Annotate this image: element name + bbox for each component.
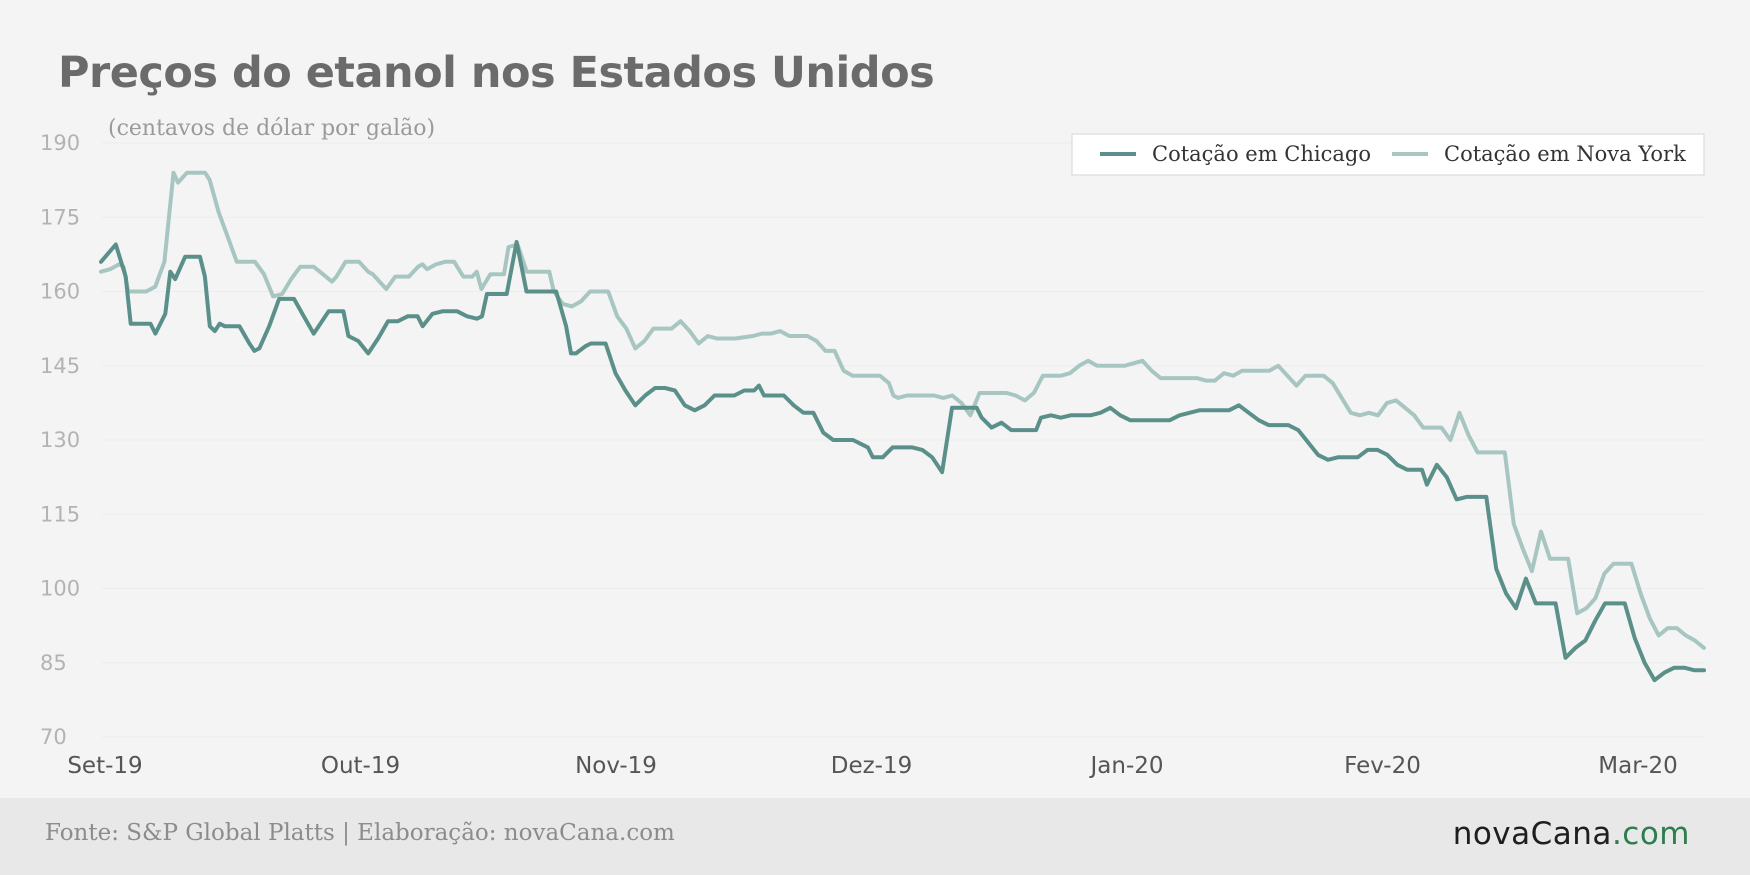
logo-tld: .com bbox=[1611, 816, 1690, 852]
x-tick-label: Mar-20 bbox=[1598, 753, 1678, 779]
x-tick-label: Nov-19 bbox=[575, 753, 657, 779]
series-lines bbox=[99, 170, 1706, 683]
y-axis: 70 85 100 115 130 145 160 175 190 bbox=[40, 131, 80, 749]
legend-box bbox=[1071, 133, 1705, 176]
y-tick-label: 190 bbox=[40, 131, 80, 155]
series-line-nova-york bbox=[99, 170, 1706, 650]
x-tick-label: Jan-20 bbox=[1088, 753, 1163, 779]
y-tick-label: 160 bbox=[40, 280, 80, 304]
series-line-chicago bbox=[99, 240, 1706, 683]
footer: Fonte: S&P Global Platts | Elaboração: n… bbox=[0, 798, 1750, 875]
chart-title: Preços do etanol nos Estados Unidos bbox=[58, 48, 935, 98]
x-axis: Set-19 Out-19 Nov-19 Dez-19 Jan-20 Fev-20 Mar-… bbox=[67, 753, 1677, 779]
y-tick-label: 130 bbox=[40, 428, 80, 452]
chart-subtitle: (centavos de dólar por galão) bbox=[108, 116, 436, 141]
y-tick-label: 85 bbox=[40, 651, 67, 675]
x-tick-label: Fev-20 bbox=[1344, 753, 1421, 779]
legend: Cotação em Chicago Cotação em Nova York bbox=[1071, 133, 1705, 176]
grid-lines bbox=[102, 142, 1705, 738]
legend-label-chicago: Cotação em Chicago bbox=[1152, 142, 1371, 166]
y-tick-label: 115 bbox=[40, 502, 80, 526]
novacana-logo[interactable]: novaCana.com bbox=[1453, 816, 1690, 852]
x-tick-label: Out-19 bbox=[321, 753, 400, 779]
y-tick-label: 145 bbox=[40, 354, 80, 378]
y-tick-label: 70 bbox=[40, 725, 67, 749]
logo-main: novaCana bbox=[1452, 816, 1612, 852]
y-tick-label: 175 bbox=[40, 205, 80, 229]
x-tick-label: Set-19 bbox=[67, 753, 142, 779]
source-text: Fonte: S&P Global Platts | Elaboração: n… bbox=[45, 820, 675, 846]
legend-label-nova-york: Cotação em Nova York bbox=[1444, 142, 1686, 166]
price-line-chart: 70 85 100 115 130 145 160 175 190 Set-19 Out-19 No… bbox=[40, 131, 1706, 779]
x-tick-label: Dez-19 bbox=[831, 753, 913, 779]
y-tick-label: 100 bbox=[40, 577, 80, 601]
